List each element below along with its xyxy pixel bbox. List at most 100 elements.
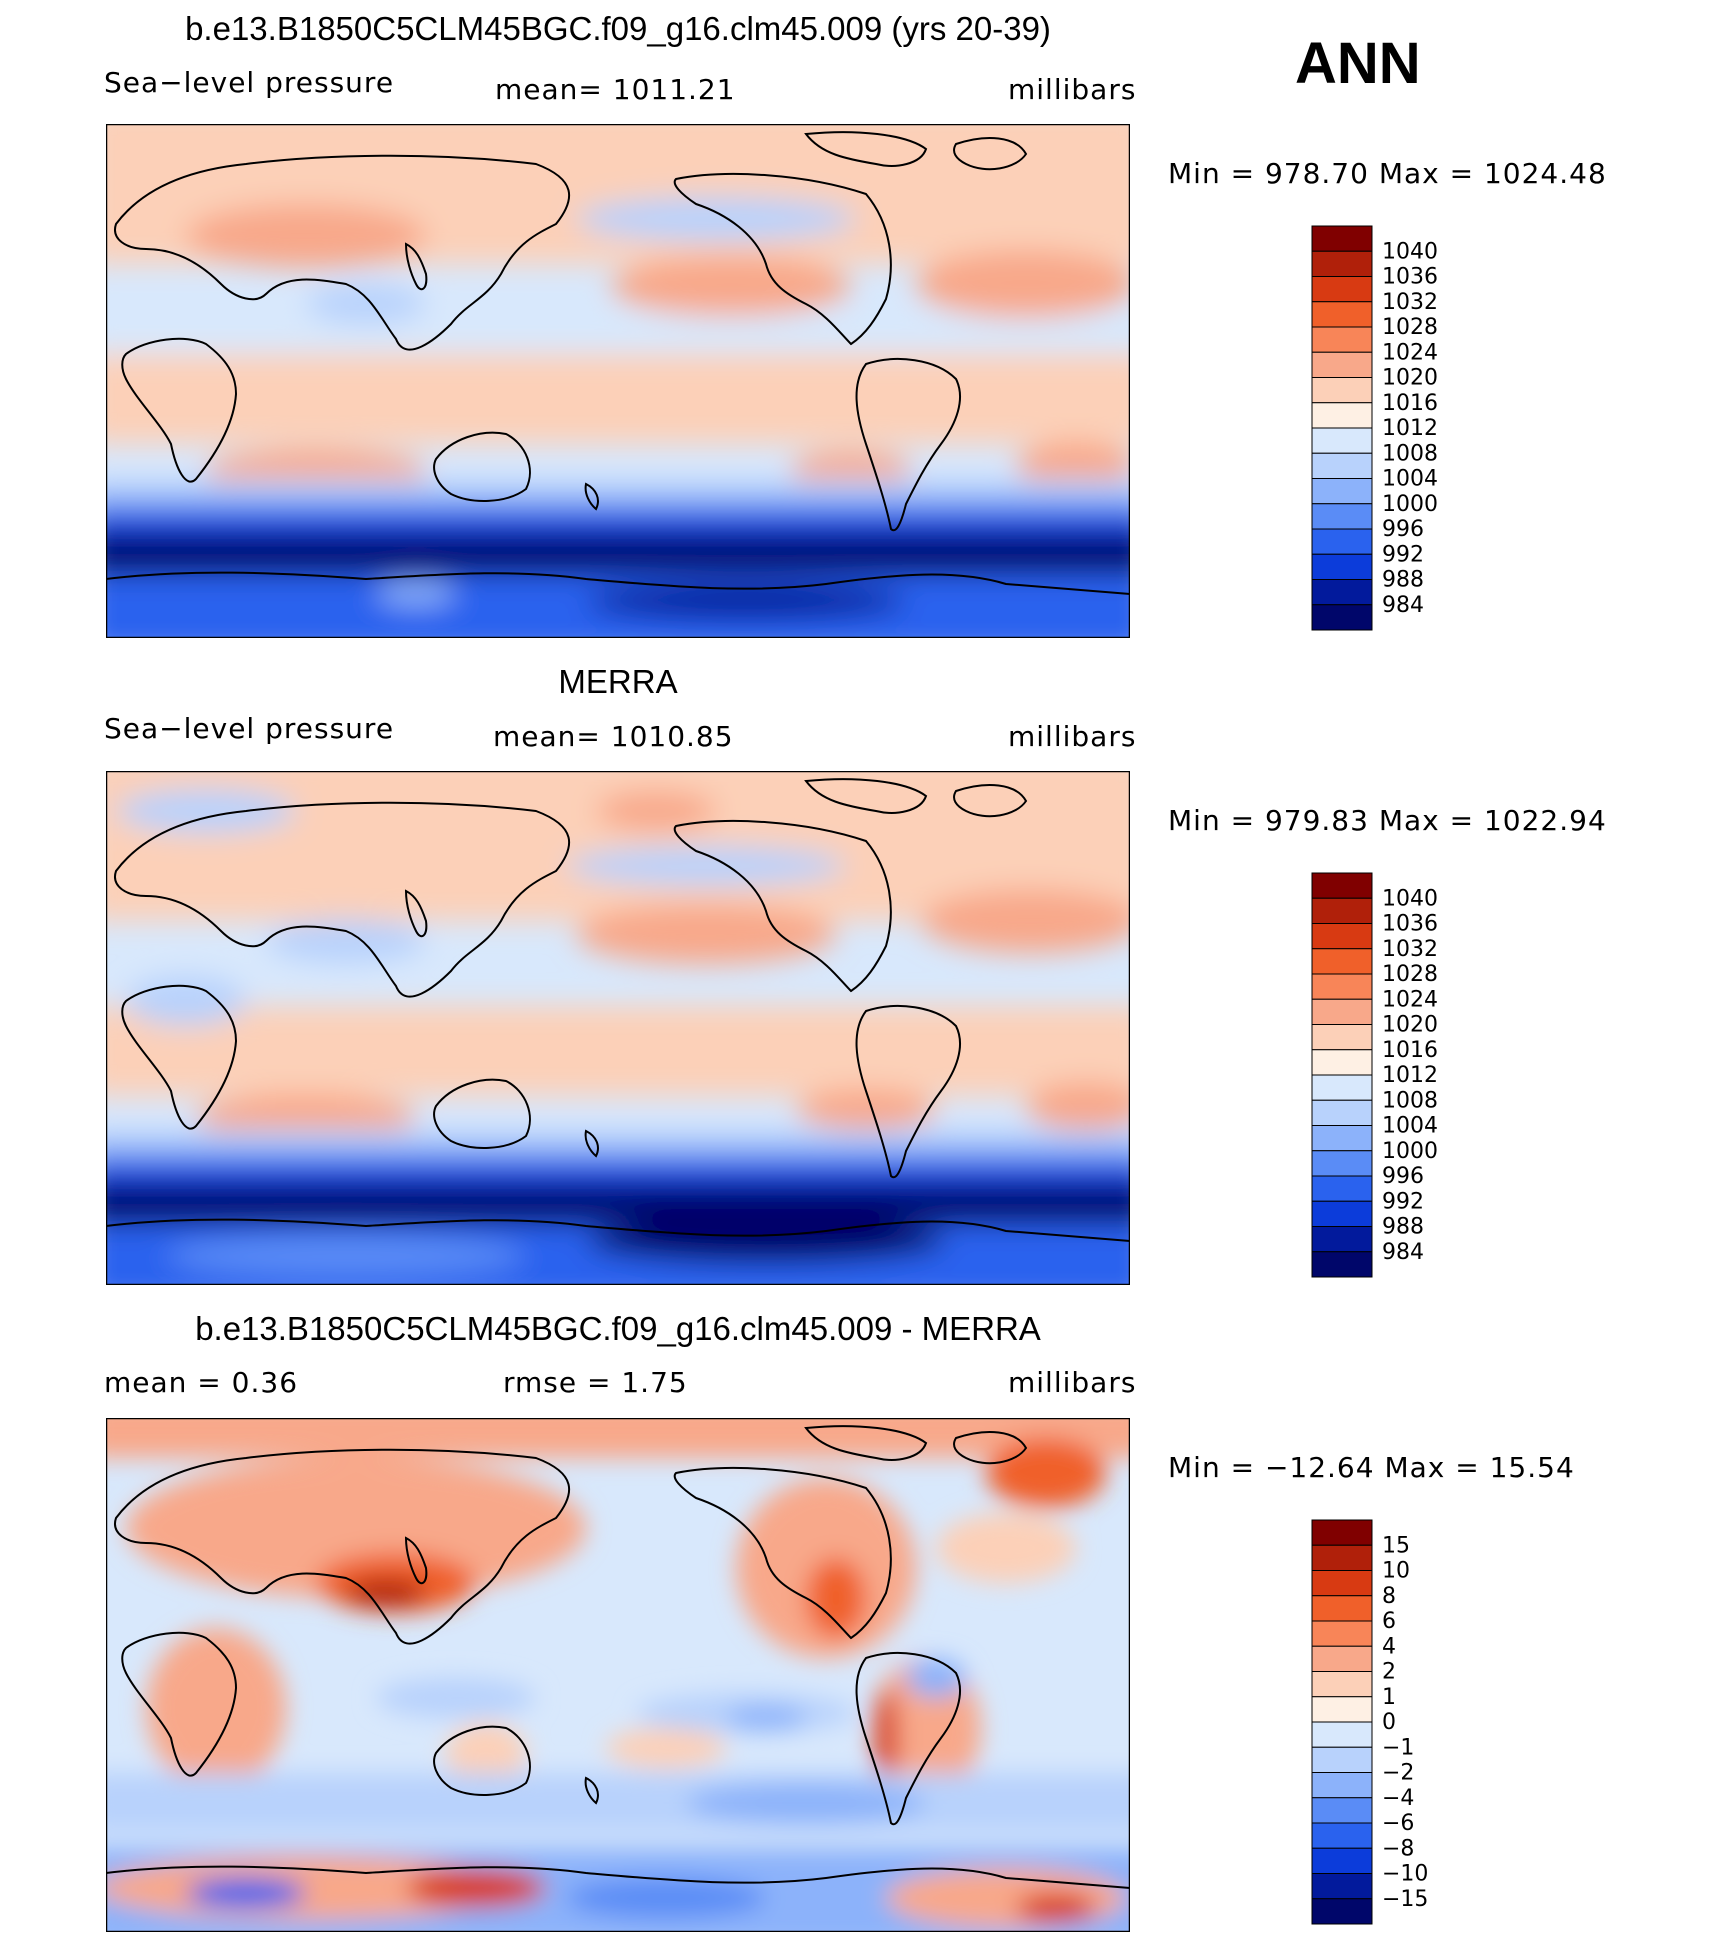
panel3-colorbar: 15 10 8 6 4 2 1 0 −1 −2 −4 −6 −8 −10 −15 [1300, 1518, 1470, 1932]
colorbar-tick-label: 1020 [1382, 1013, 1438, 1038]
colorbar-tick-label: −1 [1382, 1735, 1414, 1760]
panel1-title: b.e13.B1850C5CLM45BGC.f09_g16.clm45.009 … [185, 10, 1051, 47]
colorbar-swatch [1311, 1620, 1373, 1647]
colorbar-tick-label: 2 [1382, 1660, 1396, 1685]
colorbar-tick-label: 8 [1382, 1584, 1396, 1609]
colorbar-swatch [1311, 897, 1373, 924]
colorbar-swatch [1311, 948, 1373, 975]
colorbar-swatch [1311, 1671, 1373, 1698]
colorbar-tick-label: 1016 [1382, 1038, 1438, 1063]
colorbar-swatch [1311, 1150, 1373, 1177]
colorbar-tick-label: 1040 [1382, 239, 1438, 264]
colorbar-tick-label: 4 [1382, 1634, 1396, 1659]
panel1-minmax-label: Min = 978.70 Max = 1024.48 [1168, 157, 1607, 190]
panel1-variable-label: Sea−level pressure [104, 66, 395, 99]
colorbar-swatch [1311, 604, 1373, 631]
colorbar-swatch [1311, 1074, 1373, 1101]
panel3-minmax-label: Min = −12.64 Max = 15.54 [1168, 1451, 1575, 1484]
panel2-title: MERRA [558, 663, 678, 700]
panel2-units-label: millibars [1008, 720, 1137, 753]
colorbar-swatch [1311, 225, 1373, 252]
colorbar-tick-label: 1004 [1382, 1114, 1438, 1139]
colorbar-tick-label: 996 [1382, 1164, 1424, 1189]
colorbar-tick-label: 1012 [1382, 1063, 1438, 1088]
colorbar-swatch [1311, 923, 1373, 950]
colorbar-swatch [1311, 1822, 1373, 1849]
panel2-variable-label: Sea−level pressure [104, 712, 395, 745]
season-label: ANN [1295, 31, 1421, 96]
colorbar-swatch [1311, 1595, 1373, 1622]
colorbar-swatch [1311, 872, 1373, 899]
panel3-mean-label: mean = 0.36 [104, 1366, 299, 1399]
colorbar-tick-label: 1004 [1382, 467, 1438, 492]
colorbar-swatch [1311, 427, 1373, 454]
panel2-map [106, 771, 1130, 1285]
colorbar-tick-label: 1036 [1382, 265, 1438, 290]
colorbar-tick-label: 1016 [1382, 391, 1438, 416]
panel3-map [106, 1418, 1130, 1932]
panel1-units-label: millibars [1008, 73, 1137, 106]
colorbar-swatch [1311, 1544, 1373, 1571]
colorbar-tick-label: −10 [1382, 1862, 1428, 1887]
colorbar-tick-label: 1032 [1382, 290, 1438, 315]
colorbar-swatch [1311, 1696, 1373, 1723]
colorbar-tick-label: −15 [1382, 1887, 1428, 1912]
colorbar-swatch [1311, 301, 1373, 328]
colorbar-tick-label: 1036 [1382, 912, 1438, 937]
colorbar-swatch [1311, 973, 1373, 1000]
colorbar-swatch [1311, 326, 1373, 353]
panel2-colorbar: 1040 1036 1032 1028 1024 1020 1016 1012 1008 1004… [1300, 871, 1470, 1285]
panel2-minmax-label: Min = 979.83 Max = 1022.94 [1168, 804, 1607, 837]
colorbar-tick-label: 1008 [1382, 1088, 1438, 1113]
colorbar-swatch [1311, 1175, 1373, 1202]
panel3-title: b.e13.B1850C5CLM45BGC.f09_g16.clm45.009 … [195, 1310, 1041, 1347]
colorbar-swatch [1311, 1519, 1373, 1546]
colorbar-swatch [1311, 377, 1373, 404]
colorbar-swatch [1311, 1797, 1373, 1824]
panel3-units-label: millibars [1008, 1366, 1137, 1399]
colorbar-swatch [1311, 1645, 1373, 1672]
colorbar-swatch [1311, 1024, 1373, 1051]
colorbar-swatch [1311, 478, 1373, 505]
colorbar-tick-label: 1012 [1382, 416, 1438, 441]
colorbar-swatch [1311, 1898, 1373, 1925]
colorbar-tick-label: 988 [1382, 1215, 1424, 1240]
colorbar-swatch [1311, 351, 1373, 378]
colorbar-swatch [1311, 579, 1373, 606]
colorbar-swatch [1311, 1721, 1373, 1748]
colorbar-tick-label: 1024 [1382, 340, 1438, 365]
colorbar-tick-label: 1028 [1382, 962, 1438, 987]
colorbar-tick-label: 0 [1382, 1710, 1396, 1735]
colorbar-tick-label: 1 [1382, 1685, 1396, 1710]
panel3-coastlines [106, 1425, 1130, 1889]
colorbar-swatch [1311, 1125, 1373, 1152]
colorbar-tick-label: 992 [1382, 542, 1424, 567]
panel1-colorbar: 1040 1036 1032 1028 1024 1020 1016 1012 1008 1004… [1300, 224, 1470, 638]
colorbar-swatch [1311, 503, 1373, 530]
colorbar-tick-label: 1028 [1382, 315, 1438, 340]
colorbar-swatch [1311, 452, 1373, 479]
colorbar-swatch [1311, 553, 1373, 580]
colorbar-tick-label: 1032 [1382, 937, 1438, 962]
colorbar-tick-label: 1024 [1382, 987, 1438, 1012]
panel2-mean-label: mean= 1010.85 [493, 720, 734, 753]
colorbar-swatch [1311, 1772, 1373, 1799]
colorbar-tick-label: −4 [1382, 1786, 1414, 1811]
colorbar-swatch [1311, 1251, 1373, 1278]
colorbar-tick-label: 1000 [1382, 1139, 1438, 1164]
panel1-mean-label: mean= 1011.21 [495, 73, 736, 106]
colorbar-swatch [1311, 528, 1373, 555]
panel1-coastlines [106, 131, 1130, 595]
colorbar-tick-label: 996 [1382, 517, 1424, 542]
panel2-coastlines [106, 778, 1130, 1242]
colorbar-swatch [1311, 1570, 1373, 1597]
colorbar-tick-label: 1000 [1382, 492, 1438, 517]
panel3-rmse-label: rmse = 1.75 [503, 1366, 688, 1399]
colorbar-swatch [1311, 1847, 1373, 1874]
colorbar-tick-label: 1020 [1382, 366, 1438, 391]
colorbar-swatch [1311, 1049, 1373, 1076]
colorbar-tick-label: 984 [1382, 593, 1424, 618]
colorbar-swatch [1311, 1873, 1373, 1900]
colorbar-tick-label: 1040 [1382, 886, 1438, 911]
colorbar-tick-label: 1008 [1382, 441, 1438, 466]
